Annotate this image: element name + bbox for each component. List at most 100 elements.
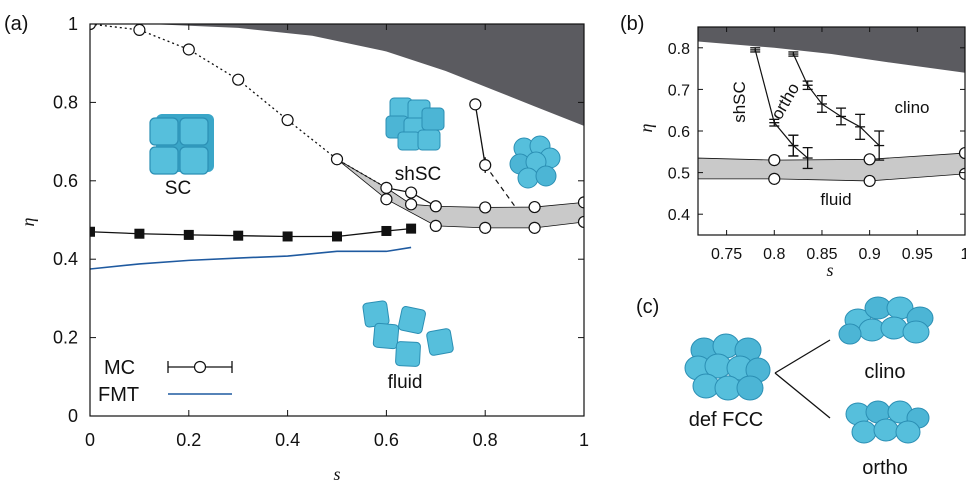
mc-point: [429, 200, 442, 213]
mc-series-group: [90, 24, 584, 242]
mc-point: [330, 153, 344, 166]
sc-melting-point: [90, 226, 95, 237]
legend-a: MC FMT: [98, 357, 233, 406]
series-group-b: [750, 47, 965, 188]
region-label-ortho: ortho: [767, 80, 803, 123]
high-density-solid-region: [149, 24, 584, 126]
ortho-icon: [845, 400, 930, 444]
x-tick-label-b: 0.9: [859, 246, 881, 263]
x-tick-label: 0.8: [473, 430, 498, 450]
panel-c: (c) def FCC clino: [636, 296, 934, 479]
coexistence-point-b: [768, 172, 781, 185]
y-axis-label-a: η: [18, 217, 38, 226]
sc-melting-point: [233, 230, 244, 241]
x-axis-label-a: s: [333, 464, 340, 484]
region-label-clino: clino: [895, 98, 930, 117]
legend-label-mc: MC: [104, 357, 135, 379]
fmt-line: [90, 246, 412, 270]
axis-ticks-a: 0 0.2 0.4 0.6 0.8 1 0 0.2 0.4 0.6 0.8 1: [53, 14, 589, 450]
mc-point: [528, 221, 541, 234]
high-density-solid-region-b: [698, 27, 965, 73]
mc-point: [380, 193, 393, 206]
mc-point: [90, 24, 97, 31]
sc-melting-point: [282, 231, 293, 242]
region-label-sc: SC: [165, 178, 191, 199]
x-tick-label-b: 0.75: [711, 246, 742, 263]
mc-point: [405, 198, 418, 211]
mc-point: [577, 196, 584, 209]
coexistence-point-b: [768, 154, 781, 167]
mc-point: [380, 181, 393, 194]
y-tick-label-b: 0.7: [668, 82, 690, 99]
def-fcc-icon: [684, 333, 771, 401]
y-tick-label: 1: [68, 14, 78, 34]
y-tick-label: 0: [68, 406, 78, 426]
y-tick-label: 0.2: [53, 328, 78, 348]
mc-point: [479, 221, 492, 234]
sc-melting-point: [183, 229, 194, 240]
sc-melting-point: [381, 225, 392, 236]
legend-marker-mc: [167, 360, 233, 374]
sc-melting-point: [406, 223, 417, 234]
y-axis-label-b: η: [636, 123, 656, 132]
boundary-line-b: [792, 145, 809, 159]
coexistence-point-b: [863, 153, 876, 166]
fmt-curve: [90, 246, 412, 270]
clino-icon: [838, 296, 934, 345]
dashed-boundary-line: [484, 164, 516, 207]
x-tick-label-b: 0.85: [806, 246, 837, 263]
mc-point: [429, 219, 442, 232]
panel-a-label: (a): [4, 13, 28, 35]
y-tick-label-b: 0.6: [668, 124, 690, 141]
axis-ticks-b: 0.75 0.8 0.85 0.9 0.95 1 0.4 0.5 0.6 0.7 0.8: [668, 27, 966, 263]
mc-point: [133, 24, 146, 36]
x-tick-label: 0.2: [176, 430, 201, 450]
branch-line-clino: [774, 339, 831, 374]
ortho-label: ortho: [862, 457, 908, 479]
panel-b-label: (b): [620, 13, 644, 35]
mc-point: [232, 73, 245, 86]
y-tick-label: 0.6: [53, 171, 78, 191]
y-tick-label-b: 0.4: [668, 207, 690, 224]
y-tick-label: 0.8: [53, 92, 78, 112]
y-tick-label-b: 0.8: [668, 41, 690, 58]
coexistence-point-b: [958, 146, 965, 160]
region-label-fluid-b: fluid: [820, 190, 851, 209]
coexistence-band-b: [698, 152, 965, 182]
mc-point: [405, 186, 418, 199]
boundary-line-b: [792, 53, 880, 146]
mc-point: [479, 201, 492, 214]
y-tick-label: 0.4: [53, 249, 78, 269]
x-tick-label-b: 1: [961, 246, 966, 263]
mc-point: [281, 113, 294, 127]
panel-b: (b) 0.75 0.8 0.85 0.9 0.95 1 0.4 0.5 0.6 0.7 0.8 η…: [620, 13, 966, 280]
region-label-fluid: fluid: [388, 372, 423, 393]
region-label-shsc: shSC: [395, 164, 441, 185]
x-tick-label-b: 0.95: [902, 246, 933, 263]
shsc-cube-icon: [385, 97, 445, 151]
shsc-boundary-line: [474, 104, 486, 166]
fcc-sphere-cluster-icon: [509, 135, 561, 189]
x-tick-label: 0.4: [275, 430, 300, 450]
coexistence-point-b: [863, 174, 876, 188]
x-axis-label-b: s: [826, 260, 833, 280]
sc-cube-icon: [149, 114, 214, 175]
sc-melting-point: [134, 228, 145, 239]
plot-frame-a: [89, 23, 585, 417]
y-tick-label-b: 0.5: [668, 166, 690, 183]
branch-line-ortho: [774, 372, 831, 419]
panel-a: (a) 0 0.2 0.4 0.6 0.8 100.20.40.60.81 η s SC …: [4, 13, 589, 484]
region-label-shsc-b: shSC: [730, 81, 749, 123]
legend-label-fmt: FMT: [98, 384, 139, 406]
def-fcc-label: def FCC: [689, 409, 763, 431]
x-tick-label: 0.6: [374, 430, 399, 450]
sc-melting-point: [332, 231, 342, 242]
panel-c-label: (c): [636, 296, 659, 318]
x-tick-label: 0: [85, 430, 95, 450]
mc-point: [479, 159, 492, 172]
mc-point: [577, 215, 584, 229]
clino-label: clino: [864, 361, 905, 383]
x-tick-label: 1: [579, 430, 589, 450]
mc-point: [528, 200, 541, 214]
